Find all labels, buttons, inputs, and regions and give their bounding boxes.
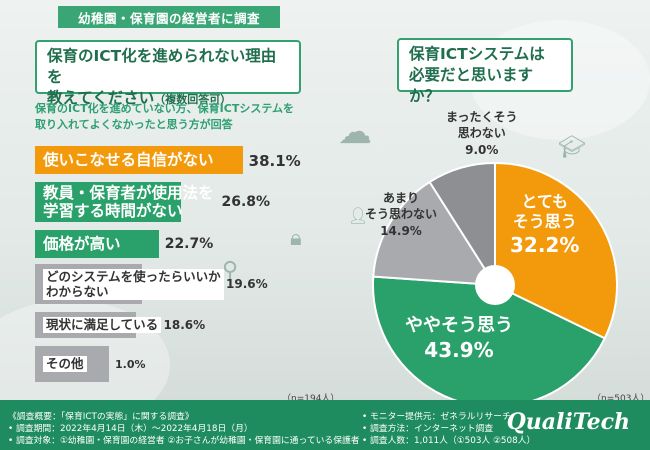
lock-icon: 🔒︎ (290, 226, 302, 251)
pie-slice-label: まったくそう 思わない 9.0% (446, 109, 518, 159)
pie-slice (372, 180, 497, 287)
bar-value-label: 26.8% (221, 194, 271, 210)
bar-row: 価格が高い 22.7% (35, 230, 335, 258)
footer-left-line3: • 調査対象：①幼稚園・保育園の経営者 ②お子さんが幼稚園・保育園に通っている保… (8, 436, 360, 446)
bar-label-line: 現状に満足している (46, 317, 159, 333)
bar-value-label: 18.6% (163, 318, 206, 332)
necessity-pie-chart (370, 160, 620, 410)
respondent-note-line2: 取り入れてよくなかったと思う方が回答 (35, 118, 233, 131)
pie-value-label: 9.0% (465, 143, 499, 157)
right-sample-size: （n=503人） (592, 394, 650, 404)
bar-label: 使いこなせる自信がない (43, 151, 214, 170)
bar-row: 使いこなせる自信がない 38.1% (35, 146, 335, 174)
pie-slice-label: あまりそう思わない 14.9% (365, 190, 437, 240)
left-question-box: 保育のICT化を進められない理由を 教えてください（複数回答可） (35, 40, 301, 107)
bar-label-line: 使いこなせる自信がない (43, 150, 214, 169)
right-question-line1: 保育ICTシステムは (409, 45, 545, 63)
respondent-note-line1: 保育のICT化を進めていない方、保育ICTシステムを (35, 102, 295, 115)
footer-right-line2: • 調査方法：インターネット調査 (362, 424, 494, 434)
bar (35, 146, 243, 174)
respondent-note: 保育のICT化を進めていない方、保育ICTシステムを 取り入れてよくなかったと思… (35, 101, 325, 133)
bar-row: その他 1.0% (35, 346, 335, 382)
cloud-icon: ☁ (338, 112, 372, 152)
right-question-line2: 必要だと思いますか？ (409, 66, 534, 105)
pie-label-line: そう思わない (365, 207, 438, 221)
pie-value-label: 32.2% (510, 233, 580, 257)
bar-value-label: 38.1% (248, 151, 301, 170)
bar-value-label: 1.0% (115, 357, 146, 371)
bar (35, 182, 182, 222)
bar-row: どのシステムを使ったらいいか わからない 19.6% (35, 264, 335, 304)
pie-label-line: そう思う (512, 212, 577, 231)
bar-row: 教員・保育者が使用法を 学習する時間がない 26.8% (35, 182, 335, 222)
left-question-line2-wrap: 教えてください（複数回答可） (47, 88, 289, 110)
bar-label: 現状に満足している (43, 317, 162, 333)
footer-left-line2: • 調査期間：2022年4月14日（木）〜2022年4月18日（月） (8, 424, 253, 434)
pie-label-line: まったくそう (446, 110, 518, 124)
survey-target-tag: 幼稚園・保育園の経営者に調査 (58, 6, 280, 28)
bar-label-line: どのシステムを使ったらいいか (46, 268, 221, 284)
pie-svg (372, 161, 618, 408)
footer-left-line1: 《調査概要：「保育ICTの実態」に関する調査》 (8, 412, 194, 422)
bar-label: 価格が高い (43, 235, 121, 254)
pie-center-hole (475, 265, 515, 305)
pie-label-line: とても (521, 192, 569, 211)
left-question-line2: 教えてください (47, 89, 155, 107)
person-icon: 👤︎ (348, 206, 369, 225)
footer-right-line1: • モニター提供元：ゼネラルリサーチ (362, 412, 511, 422)
pie-slice-label: ややそう思う 43.9% (405, 315, 513, 363)
bar-label: どのシステムを使ったらいいか わからない (43, 268, 224, 300)
footer-right-line3: • 調査人数：1,011人（①503人 ②508人） (362, 436, 536, 446)
right-question-box: 保育ICTシステムは 必要だと思いますか？ (397, 38, 573, 105)
bar-label-line: わからない (46, 284, 109, 299)
pie-value-label: 43.9% (424, 338, 494, 362)
pie-slice (428, 161, 496, 289)
bar-label-line: 価格が高い (43, 234, 121, 253)
bar-row: 現状に満足している 18.6% (35, 312, 335, 338)
bar-label: その他 (43, 356, 87, 372)
footer (0, 400, 650, 450)
qualitech-logo: QualiTech (506, 409, 630, 435)
pie-label-line: 思わない (457, 126, 506, 140)
search-icon: ⚲ (222, 258, 239, 283)
bar-label-line: その他 (46, 356, 84, 372)
pie-slice (494, 161, 618, 340)
bar-value-label: 19.6% (226, 277, 268, 291)
left-question-line1: 保育のICT化を進められない理由を (47, 47, 277, 86)
pie-label-line: あまり (383, 191, 420, 205)
bar (35, 230, 159, 258)
left-question-sub: （複数回答可） (154, 93, 232, 106)
bar-value-label: 22.7% (164, 236, 214, 252)
bar-label-line: 学習する時間がない (43, 202, 183, 220)
left-sample-size: （n=194人） (282, 394, 340, 404)
pie-slice-label: とても そう思う 32.2% (510, 192, 579, 258)
pie-label-line: ややそう思う (405, 315, 513, 336)
pie-value-label: 14.9% (380, 224, 422, 238)
graduation-cap-icon: 🎓︎ (558, 135, 586, 160)
bar-label-line: 教員・保育者が使用法を (43, 183, 214, 202)
bar-label: 教員・保育者が使用法を 学習する時間がない (43, 184, 214, 221)
